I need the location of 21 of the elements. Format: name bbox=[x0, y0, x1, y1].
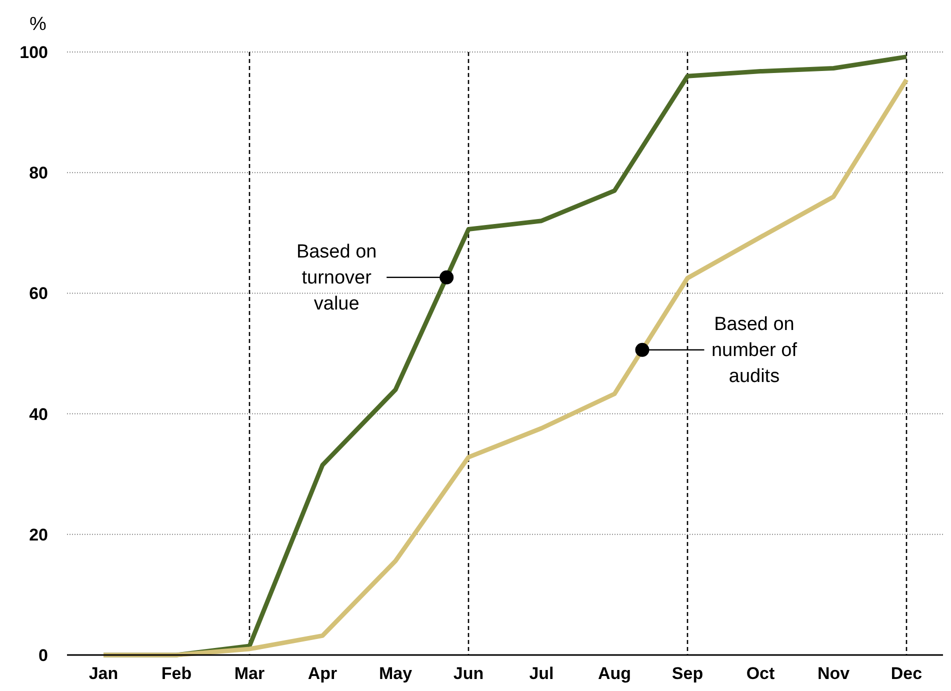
x-tick-label: Jan bbox=[88, 664, 118, 683]
y-tick-label: 0 bbox=[38, 646, 48, 665]
x-tick-label: Feb bbox=[161, 664, 192, 683]
y-tick-label: 80 bbox=[29, 164, 48, 183]
y-tick-label: 100 bbox=[20, 43, 48, 62]
x-tick-label: Sep bbox=[672, 664, 704, 683]
y-tick-label: 40 bbox=[29, 404, 48, 424]
x-tick-label: Oct bbox=[746, 664, 776, 683]
x-tick-label: Jun bbox=[453, 664, 484, 683]
text: Based on turnover value bbox=[296, 241, 377, 314]
x-tick-label: Nov bbox=[817, 664, 850, 683]
y-tick-label: 20 bbox=[29, 525, 48, 544]
x-tick-label: May bbox=[378, 664, 413, 683]
y-tick-label: 60 bbox=[29, 284, 48, 304]
x-tick-label: Aug bbox=[598, 664, 632, 683]
text: Based on number of audits bbox=[711, 314, 798, 387]
x-tick-label: Dec bbox=[890, 664, 922, 683]
x-tick-label: Apr bbox=[308, 664, 338, 683]
x-tick-label: Mar bbox=[234, 664, 265, 683]
x-tick-label: Jul bbox=[529, 664, 554, 683]
y-axis-title: % bbox=[30, 14, 47, 35]
